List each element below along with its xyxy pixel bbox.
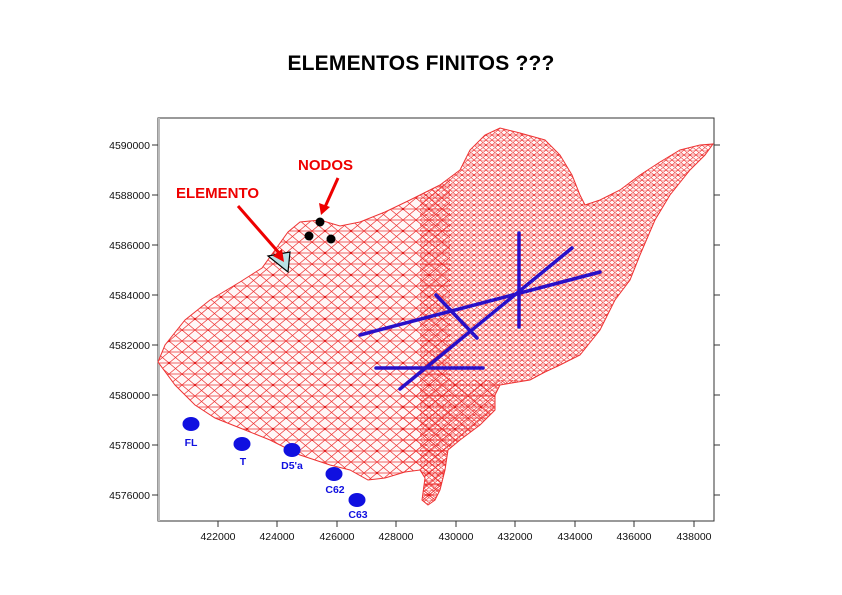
- profile-lines: [358, 231, 602, 391]
- profile-line: [398, 246, 574, 391]
- page-title: ELEMENTOS FINITOS ???: [287, 52, 555, 75]
- profile-line: [434, 293, 479, 340]
- well-label: FL: [185, 437, 198, 449]
- node-marker: [304, 231, 314, 241]
- y-tick-label: 4576000: [109, 490, 150, 502]
- x-tick-label: 424000: [259, 531, 294, 543]
- arrow-icon: [323, 177, 340, 208]
- x-tick-label: 426000: [319, 531, 354, 543]
- x-tick-label: 438000: [676, 531, 711, 543]
- x-tick-label: 436000: [616, 531, 651, 543]
- annotation-elemento-label: ELEMENTO: [176, 185, 259, 202]
- y-tick-label: 4586000: [109, 240, 150, 252]
- annotation-nodos: NODOS: [298, 157, 353, 215]
- well-label: T: [240, 456, 247, 468]
- x-tick-label: 432000: [497, 531, 532, 543]
- node-marker: [315, 217, 325, 227]
- node-marker: [326, 234, 336, 244]
- x-tick-label: 434000: [557, 531, 592, 543]
- x-tick-label: 430000: [438, 531, 473, 543]
- y-tick-label: 4582000: [109, 340, 150, 352]
- well-marker: [182, 417, 200, 431]
- y-tick-label: 4590000: [109, 140, 150, 152]
- y-tick-label: 4588000: [109, 190, 150, 202]
- domain-boundary: [157, 127, 715, 506]
- well-label: D5'a: [281, 460, 303, 472]
- well-marker: [283, 443, 301, 457]
- x-tick-label: 422000: [200, 531, 235, 543]
- well-marker: [325, 467, 343, 481]
- x-tick-label: 428000: [378, 531, 413, 543]
- highlighted-nodes: [304, 217, 336, 244]
- well-marker: [233, 437, 251, 451]
- annotation-nodos-label: NODOS: [298, 157, 353, 174]
- well-label: C63: [348, 509, 367, 521]
- y-tick-label: 4580000: [109, 390, 150, 402]
- wells: FL T D5'a C62 C63: [182, 417, 368, 521]
- x-axis: 422000 424000 426000 428000 430000 43200…: [200, 521, 712, 543]
- annotation-elemento: ELEMENTO: [176, 185, 284, 262]
- y-axis: 4590000 4588000 4586000 4584000 4582000 …: [109, 140, 720, 502]
- profile-line: [358, 270, 602, 337]
- well-label: C62: [325, 484, 344, 496]
- y-tick-label: 4584000: [109, 290, 150, 302]
- y-tick-label: 4578000: [109, 440, 150, 452]
- arrow-icon: [236, 205, 282, 255]
- well-marker: [348, 493, 366, 507]
